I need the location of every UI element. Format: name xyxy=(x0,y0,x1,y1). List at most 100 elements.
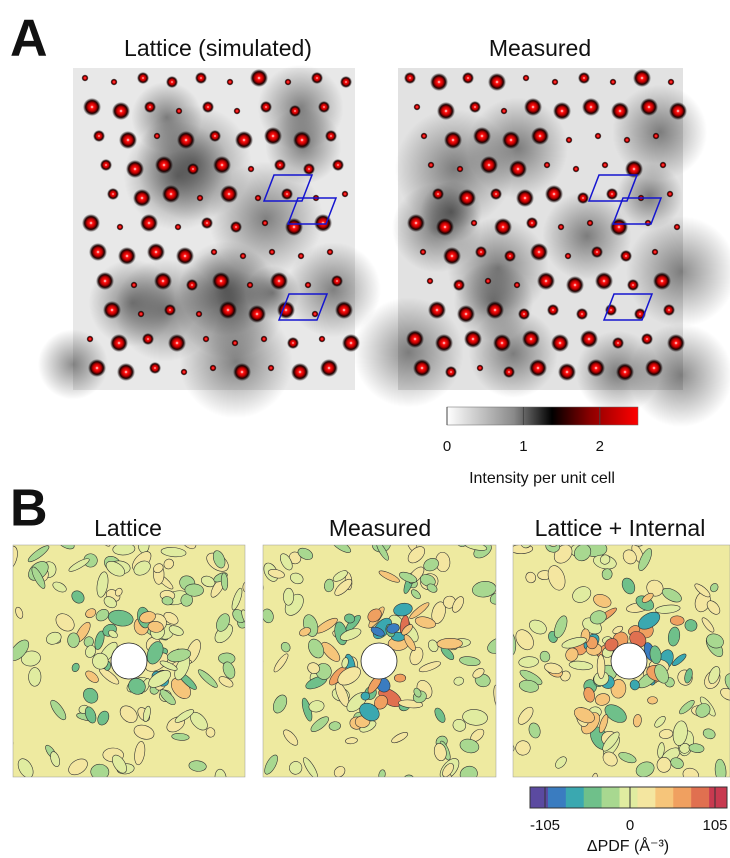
spot xyxy=(627,279,639,291)
spot xyxy=(469,101,481,113)
spot xyxy=(516,189,534,207)
spot xyxy=(668,79,675,86)
spot xyxy=(503,366,515,378)
colorbar-step xyxy=(709,787,727,808)
spot xyxy=(428,301,446,319)
spot xyxy=(674,224,681,231)
spot xyxy=(501,108,508,115)
spot xyxy=(427,278,434,285)
spot xyxy=(162,185,180,203)
panel-label: A xyxy=(10,10,48,68)
spot xyxy=(558,363,576,381)
contour xyxy=(28,667,41,686)
shadow xyxy=(421,181,483,243)
spot xyxy=(293,131,311,149)
spot xyxy=(201,217,213,229)
spot xyxy=(485,278,492,285)
spot xyxy=(526,217,538,229)
tick-label: 0 xyxy=(443,438,451,455)
spot xyxy=(595,272,613,290)
tick-label: -105 xyxy=(530,817,560,834)
spot xyxy=(230,221,242,233)
spot xyxy=(260,101,272,113)
spot xyxy=(565,253,572,260)
spot xyxy=(640,98,658,116)
spot xyxy=(340,76,352,88)
spot xyxy=(117,224,124,231)
spot xyxy=(140,214,158,232)
spot xyxy=(435,334,453,352)
spot xyxy=(523,75,530,82)
spot xyxy=(209,130,221,142)
spot xyxy=(126,160,144,178)
spot xyxy=(624,137,631,144)
spot xyxy=(414,104,421,111)
contour xyxy=(245,703,263,720)
spot xyxy=(641,333,653,345)
spot xyxy=(464,330,482,348)
colorbar-step xyxy=(584,787,602,808)
spot xyxy=(537,272,555,290)
spot xyxy=(195,72,207,84)
spot xyxy=(587,359,605,377)
spot xyxy=(287,337,299,349)
contour xyxy=(0,740,2,752)
colorbar xyxy=(530,787,727,808)
spot xyxy=(462,72,474,84)
spot xyxy=(580,330,598,348)
spot xyxy=(653,133,660,140)
mask xyxy=(611,643,647,679)
spot xyxy=(437,102,455,120)
spot xyxy=(610,218,628,236)
spot xyxy=(490,188,502,200)
spot xyxy=(445,366,457,378)
spot xyxy=(471,220,478,227)
spot xyxy=(458,189,476,207)
spot xyxy=(177,131,195,149)
pdf-map xyxy=(0,497,276,829)
spot xyxy=(404,72,416,84)
contour xyxy=(394,674,405,682)
spot xyxy=(551,334,569,352)
spot xyxy=(111,79,118,86)
pdf-map xyxy=(466,517,730,827)
colorbar-label: Intensity per unit cell xyxy=(469,470,615,487)
spot xyxy=(311,72,323,84)
spot xyxy=(233,363,251,381)
spot xyxy=(164,304,176,316)
contour xyxy=(0,622,15,640)
spot xyxy=(576,308,588,320)
contour xyxy=(0,619,3,633)
spot xyxy=(255,195,262,202)
spot xyxy=(457,166,464,173)
spot xyxy=(250,69,268,87)
shadow xyxy=(542,191,631,280)
spot xyxy=(298,253,305,260)
spot xyxy=(142,333,154,345)
spot xyxy=(611,102,629,120)
spot xyxy=(100,159,112,171)
spot xyxy=(524,98,542,116)
spot xyxy=(660,162,667,169)
contour xyxy=(193,527,210,543)
spot xyxy=(612,337,624,349)
spot xyxy=(530,243,548,261)
spot xyxy=(240,253,247,260)
spot xyxy=(112,102,130,120)
spot xyxy=(270,272,288,290)
spot xyxy=(149,362,161,374)
spot xyxy=(663,304,675,316)
spot xyxy=(268,365,275,372)
spot xyxy=(262,220,269,227)
spot xyxy=(166,76,178,88)
contour xyxy=(361,692,370,700)
spot xyxy=(155,156,173,174)
colorbar-step xyxy=(602,787,620,808)
image-title: Lattice + Internal xyxy=(535,515,706,541)
spot xyxy=(131,282,138,289)
spot xyxy=(83,98,101,116)
spot xyxy=(133,189,151,207)
spot xyxy=(473,127,491,145)
contour xyxy=(460,529,477,545)
spot xyxy=(610,79,617,86)
